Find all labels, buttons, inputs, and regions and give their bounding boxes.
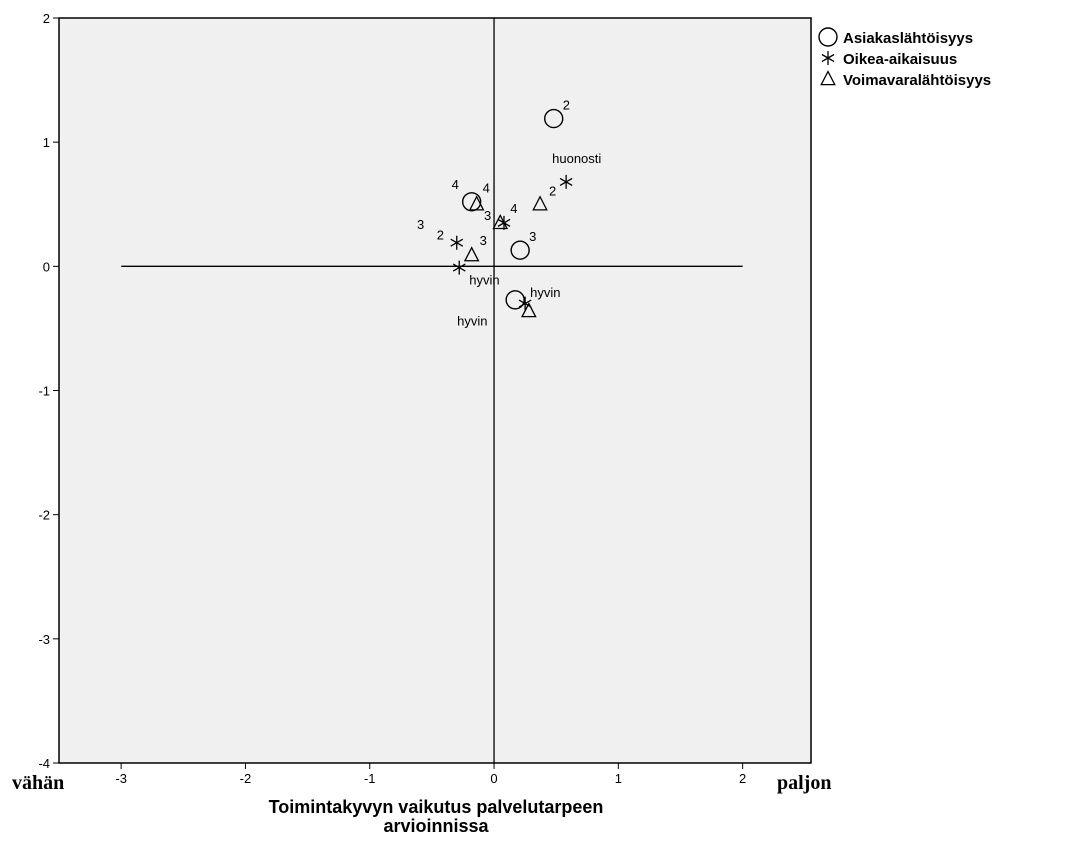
reference-lines: [121, 18, 743, 763]
triangle-point: [532, 195, 548, 211]
point-label: 3: [480, 233, 487, 248]
point-label: 2: [563, 98, 570, 113]
point-label: huonosti: [552, 151, 601, 166]
point-label: 3: [484, 208, 491, 223]
y-tick-label: -3: [38, 632, 50, 647]
star-point: [518, 296, 532, 311]
y-tick-label: -1: [38, 384, 50, 399]
star-point: [559, 174, 573, 189]
triangle-point: [463, 246, 480, 262]
x-axis: -3 -2 -1 0 1 2: [115, 763, 746, 786]
y-tick-label: -4: [38, 756, 50, 771]
y-tick-label: 2: [43, 11, 50, 26]
point-label: hyvin: [469, 273, 499, 288]
legend-label: Voimavaralähtöisyys: [843, 72, 991, 89]
triangle-point: [521, 302, 537, 318]
legend-circle-icon: [818, 27, 838, 47]
point-label: 3: [417, 217, 424, 232]
y-tick-label: -2: [38, 508, 50, 523]
point-label: 2: [549, 183, 556, 198]
x-tick-label: -1: [364, 771, 376, 786]
plot-area: [58, 17, 812, 764]
star-point: [452, 260, 466, 275]
x-axis-label-line-2: arvioinnissa: [383, 816, 489, 836]
x-tick-label: 2: [739, 771, 746, 786]
legend-triangle-icon: [820, 70, 836, 86]
y-tick-label: 1: [43, 135, 50, 150]
triangle-point: [492, 213, 509, 230]
point-label: 4: [510, 201, 517, 216]
point-label: 4: [483, 180, 490, 195]
x-tick-label: 0: [490, 771, 497, 786]
point-label: hyvin: [457, 314, 487, 329]
legend-label: Asiakaslähtöisyys: [843, 30, 973, 47]
x-right-end-label: paljon: [777, 772, 831, 794]
y-tick-label: 0: [43, 259, 50, 274]
point-label: 2: [437, 228, 444, 243]
y-axis: -4 -3 -2 -1 0 1 2: [38, 11, 59, 771]
x-left-end-label: vähän: [12, 772, 64, 794]
point-label: 4: [452, 177, 459, 192]
point-label: hyvin: [530, 285, 560, 300]
point-label: 3: [529, 229, 536, 244]
legend: Asiakaslähtöisyys Oikea-aikaisuus Voimavar…: [818, 27, 991, 89]
circle-point: [544, 108, 564, 129]
x-axis-label-line-1: Toimintakyvyn vaikutus palvelutarpeen: [269, 797, 604, 817]
triangle-point: [468, 195, 485, 211]
legend-star-icon: [821, 51, 835, 65]
star-point: [450, 235, 464, 250]
legend-label: Oikea-aikaisuus: [843, 51, 957, 68]
circle-point: [461, 192, 482, 212]
x-tick-label: -3: [115, 771, 127, 786]
x-tick-label: 1: [615, 771, 622, 786]
data-points: [450, 108, 573, 318]
x-tick-label: -2: [240, 771, 252, 786]
circle-point: [510, 240, 530, 260]
circle-point: [505, 290, 525, 310]
